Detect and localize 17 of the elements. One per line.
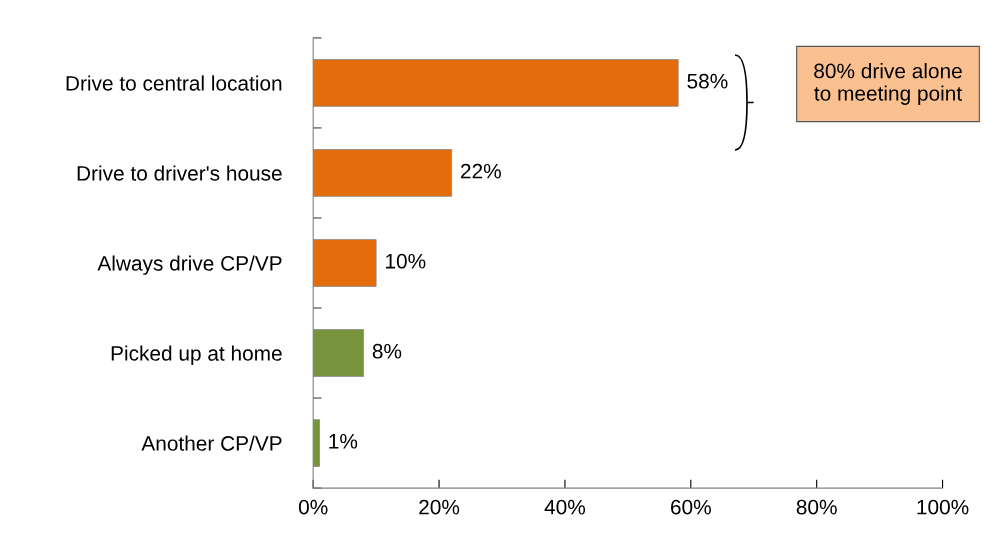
- x-tick-label: 80%: [796, 499, 837, 515]
- y-tick-label: Drive to driver's house: [77, 165, 282, 181]
- x-tick-label: 20%: [419, 499, 460, 515]
- data-label: 22%: [461, 163, 501, 179]
- data-label: 58%: [687, 73, 728, 89]
- x-tick-label: 0%: [298, 499, 328, 515]
- x-tick-label: 60%: [671, 499, 711, 515]
- annotation: 80% drive alone to meeting point: [814, 63, 962, 105]
- x-tick-label: 40%: [544, 499, 586, 515]
- y-tick-label: Picked up at home: [111, 345, 282, 365]
- data-label: 1%: [329, 433, 358, 449]
- data-label: 10%: [386, 253, 426, 269]
- y-tick-label: Drive to central location: [66, 75, 282, 91]
- x-tick-label: 100%: [917, 499, 969, 515]
- y-tick-label: Another CP/VP: [141, 435, 282, 451]
- data-label: 8%: [372, 343, 402, 359]
- y-tick-label: Always drive CP/VP: [97, 255, 282, 275]
